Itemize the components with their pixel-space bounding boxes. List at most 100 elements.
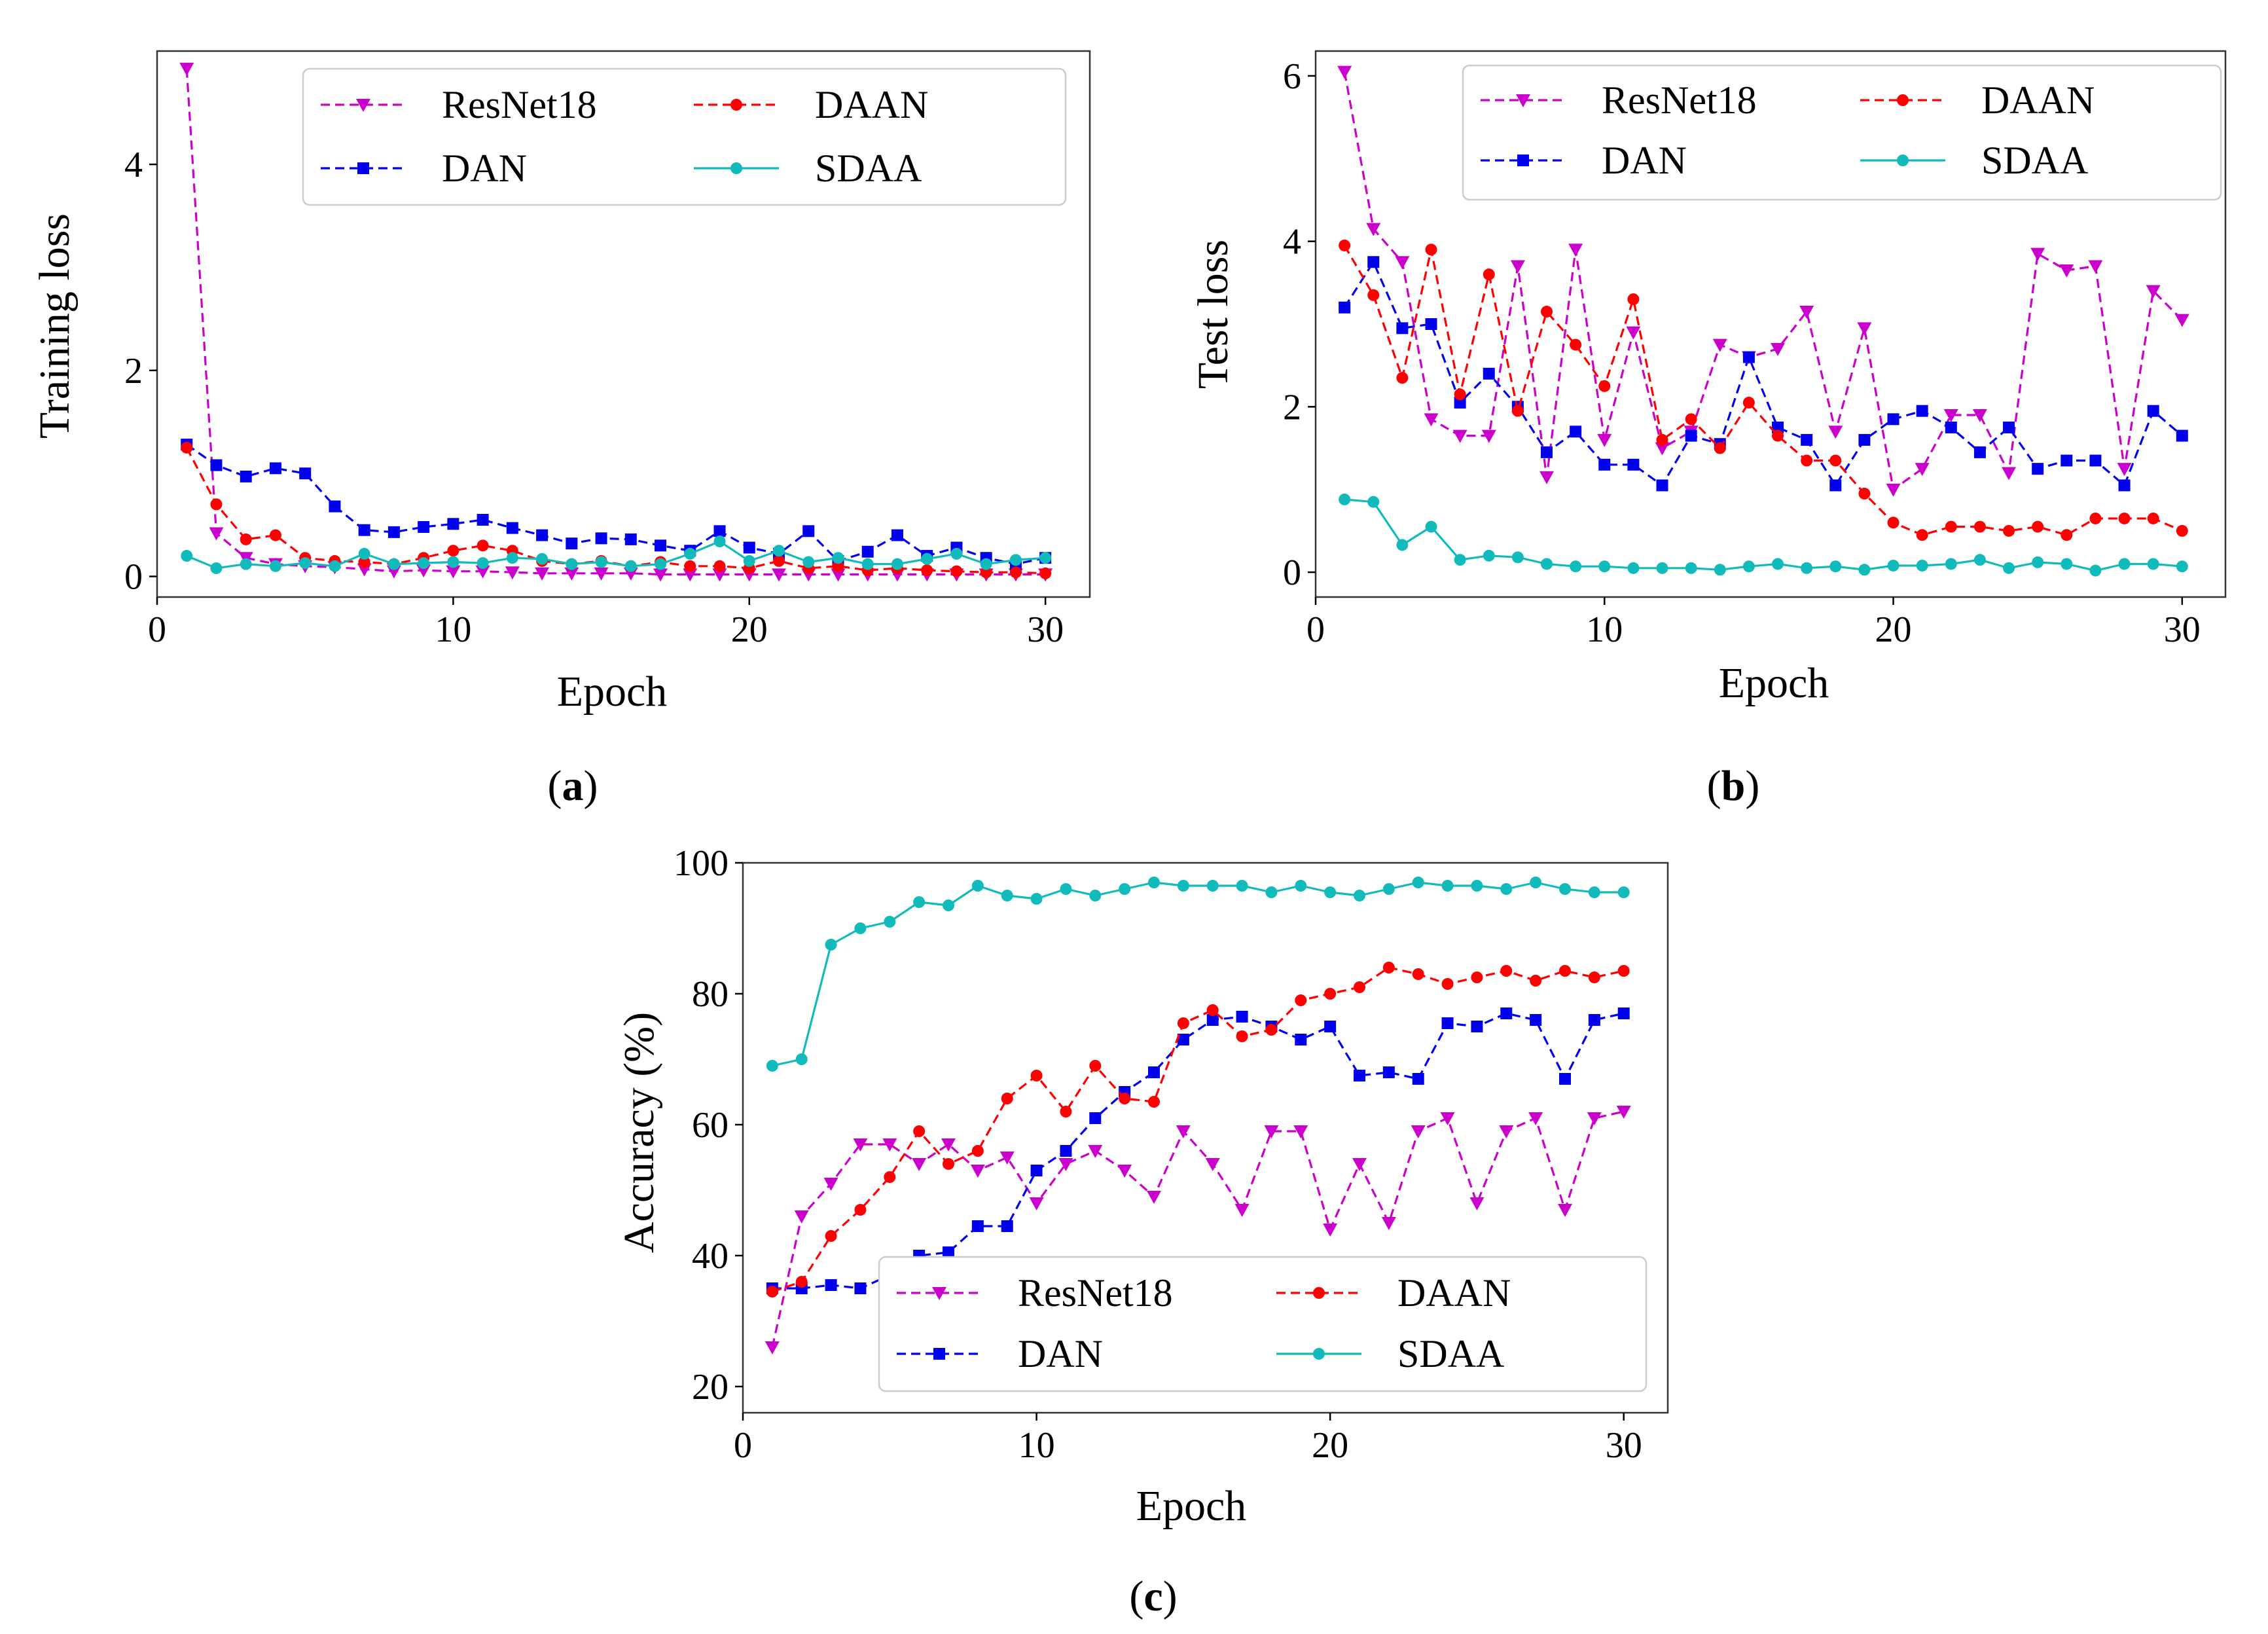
data-point-c-resnet18 <box>1499 1125 1514 1138</box>
data-point-c-dan <box>1354 1070 1365 1081</box>
data-point-b-dan <box>1483 367 1495 380</box>
data-point-c-dan <box>1412 1073 1424 1085</box>
data-point-a-sdaa <box>950 547 963 560</box>
data-point-a-sdaa <box>773 545 785 557</box>
data-point-c-daan <box>795 1276 808 1288</box>
data-point-c-resnet18 <box>794 1210 809 1224</box>
data-point-c-daan <box>1265 1024 1278 1036</box>
x-tick-label-b: 20 <box>1875 609 1912 650</box>
data-point-c-daan <box>1060 1106 1072 1117</box>
data-point-b-sdaa <box>2176 560 2188 573</box>
data-point-c-dan <box>943 1246 954 1258</box>
data-point-b-daan <box>1772 429 1784 442</box>
data-point-c-dan <box>825 1279 837 1291</box>
legend-label-c-sdaa: SDAA <box>1397 1332 1504 1375</box>
data-point-b-daan <box>2003 524 2015 537</box>
data-point-b-sdaa <box>2061 558 2073 570</box>
data-point-b-resnet18 <box>1510 260 1525 274</box>
data-point-b-dan <box>2089 454 2102 467</box>
data-point-c-daan <box>943 1158 954 1170</box>
data-point-a-daan <box>240 533 252 545</box>
data-point-b-sdaa <box>1772 558 1784 570</box>
data-point-b-daan <box>2118 512 2131 524</box>
data-point-a-daan <box>832 560 844 572</box>
data-point-c-dan <box>854 1282 867 1294</box>
data-point-b-resnet18 <box>2174 314 2189 327</box>
data-point-c-daan <box>1617 965 1630 977</box>
data-point-a-dan <box>595 532 607 545</box>
data-point-b-dan <box>2061 454 2073 467</box>
data-point-b-daan <box>1829 454 1842 467</box>
data-point-c-resnet18 <box>1381 1217 1396 1230</box>
data-point-a-resnet18 <box>772 568 786 582</box>
data-point-b-sdaa <box>1541 558 1553 570</box>
data-point-c-dan <box>1471 1021 1483 1032</box>
data-point-c-daan <box>1412 968 1424 980</box>
data-point-c-resnet18 <box>1558 1204 1572 1217</box>
legend-label-b-sdaa: SDAA <box>1981 139 2088 182</box>
data-point-b-resnet18 <box>2088 260 2103 274</box>
legend-marker-c-daan <box>1313 1287 1325 1299</box>
data-point-b-daan <box>1973 520 1986 533</box>
data-point-a-daan <box>713 560 726 572</box>
data-point-a-sdaa <box>536 553 549 565</box>
legend-label-a-resnet18: ResNet18 <box>442 83 597 126</box>
data-point-c-sdaa <box>1441 880 1454 892</box>
legend-marker-b-daan <box>1897 94 1909 106</box>
y-tick-label-b: 2 <box>1283 387 1301 427</box>
data-point-a-sdaa <box>240 558 252 570</box>
data-point-c-resnet18 <box>1205 1158 1220 1171</box>
data-point-c-resnet18 <box>1234 1204 1250 1217</box>
data-point-b-sdaa <box>1627 562 1640 574</box>
data-point-c-sdaa <box>1236 880 1248 892</box>
data-point-a-sdaa <box>506 552 518 564</box>
x-tick-label-b: 30 <box>2164 609 2201 650</box>
caption-b: (b) <box>1707 762 1760 810</box>
y-axis-label-a: Training loss <box>31 213 79 439</box>
data-point-b-resnet18 <box>1568 244 1583 257</box>
plot-frame-a <box>156 50 1091 598</box>
legend-marker-c-dan <box>933 1348 945 1360</box>
data-point-b-daan <box>1656 433 1668 446</box>
data-point-b-daan <box>1742 397 1755 409</box>
data-point-a-sdaa <box>329 560 341 572</box>
data-point-a-resnet18 <box>179 62 194 76</box>
data-point-c-daan <box>1471 971 1483 983</box>
data-point-b-daan <box>1511 405 1524 417</box>
data-point-b-resnet18 <box>2059 264 2074 278</box>
data-point-a-dan <box>269 462 281 475</box>
caption-c: (c) <box>1129 1572 1177 1620</box>
data-point-c-dan <box>1089 1112 1102 1124</box>
data-point-c-sdaa <box>1060 883 1072 895</box>
data-point-b-resnet18 <box>1481 429 1496 443</box>
data-point-b-resnet18 <box>2030 247 2045 261</box>
panel-b-test-loss: 0 10 20 30 0 2 4 6 ResNet18 DAAN DAN SDAA Epoch Tes… <box>1189 50 2227 810</box>
data-point-c-daan <box>766 1286 778 1298</box>
data-point-a-sdaa <box>418 557 430 570</box>
data-point-b-daan <box>2176 524 2188 537</box>
data-point-c-resnet18 <box>1352 1158 1367 1171</box>
data-point-b-daan <box>2061 529 2073 541</box>
data-point-a-daan <box>773 554 785 567</box>
data-point-c-resnet18 <box>970 1165 985 1178</box>
data-point-b-dan <box>1570 426 1582 438</box>
data-point-b-dan <box>1396 322 1409 335</box>
data-point-a-dan <box>743 541 755 554</box>
data-point-b-sdaa <box>1887 559 1899 572</box>
data-point-a-sdaa <box>980 558 992 570</box>
data-point-b-daan <box>1714 442 1726 454</box>
panel-a-training-loss: 0 10 20 30 0 2 4 ResNet18 DAAN DAN SDAA Epoch Trai… <box>31 50 1091 810</box>
data-point-b-dan <box>1541 446 1553 458</box>
data-point-c-dan <box>1060 1145 1072 1157</box>
data-point-a-sdaa <box>566 558 578 570</box>
y-tick-label-c: 80 <box>692 974 729 1015</box>
legend-marker-c-resnet18 <box>932 1287 946 1300</box>
data-point-b-daan <box>1916 529 1928 541</box>
data-point-c-resnet18 <box>1029 1197 1044 1210</box>
data-point-a-dan <box>418 520 430 533</box>
data-point-b-dan <box>1339 301 1351 314</box>
data-point-a-dan <box>861 545 874 558</box>
y-tick-label-c: 100 <box>674 843 729 884</box>
data-point-b-resnet18 <box>1972 409 1987 422</box>
